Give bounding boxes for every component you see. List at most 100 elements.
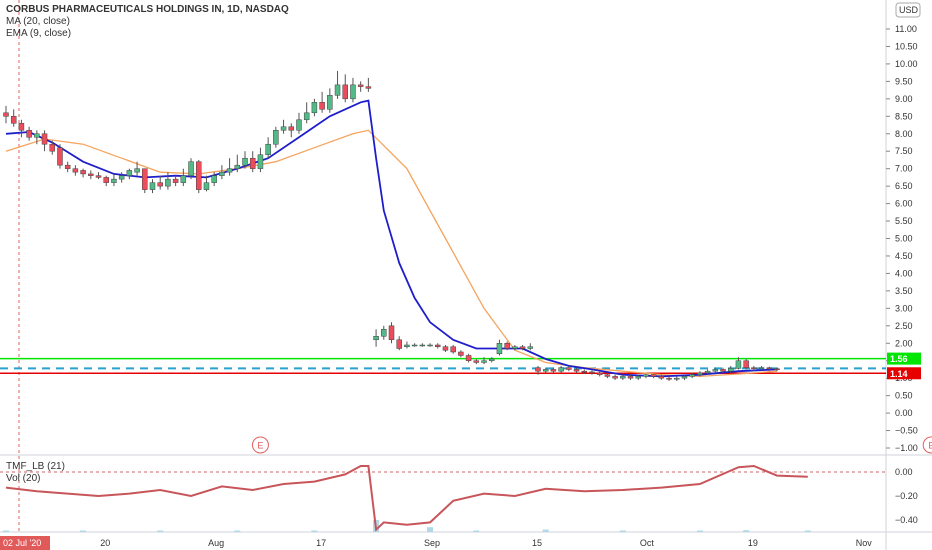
candle-body[interactable] [527, 346, 534, 349]
candle-body[interactable] [388, 325, 395, 341]
candle-body[interactable] [427, 344, 433, 347]
earnings-marker[interactable] [251, 436, 269, 454]
tmf-indicator-label[interactable]: TMF_LB (21) [6, 461, 65, 472]
candle-body[interactable] [103, 177, 109, 183]
candle-body[interactable] [118, 175, 125, 180]
earnings-marker[interactable] [922, 436, 932, 454]
candle-body[interactable] [257, 154, 264, 169]
candle-body[interactable] [334, 84, 341, 96]
candle-body[interactable] [172, 178, 179, 183]
candle-body[interactable] [689, 374, 695, 377]
candle-body[interactable] [226, 168, 233, 173]
candle-body[interactable] [674, 377, 680, 380]
candle-body[interactable] [650, 374, 657, 377]
candle-body[interactable] [296, 119, 302, 131]
candle-body[interactable] [80, 170, 86, 175]
candle-body[interactable] [658, 376, 665, 379]
candle-body[interactable] [581, 370, 587, 373]
candle-body[interactable] [481, 360, 487, 363]
candle-body[interactable] [26, 130, 32, 138]
candle-body[interactable] [273, 130, 279, 145]
candle-body[interactable] [404, 344, 410, 347]
candle-body[interactable] [419, 344, 426, 347]
candle-body[interactable] [435, 344, 441, 347]
candle-body[interactable] [550, 369, 557, 372]
candle-body[interactable] [265, 143, 271, 155]
candle-body[interactable] [450, 346, 456, 353]
candle-body[interactable] [34, 133, 40, 138]
candle-body[interactable] [311, 102, 318, 114]
candle-body[interactable] [242, 157, 248, 166]
candle-body[interactable] [203, 182, 210, 190]
candle-body[interactable] [365, 86, 372, 89]
candle-body[interactable] [357, 84, 364, 87]
candle-body[interactable] [396, 339, 402, 349]
candle-body[interactable] [280, 126, 287, 131]
candle-body[interactable] [727, 368, 734, 372]
candle-body[interactable] [589, 371, 595, 374]
candle-body[interactable] [211, 175, 217, 183]
candle-body[interactable] [134, 168, 140, 173]
candle-body[interactable] [751, 367, 757, 369]
candle-body[interactable] [735, 360, 742, 369]
candle-body[interactable] [774, 368, 780, 370]
candle-body[interactable] [712, 369, 719, 372]
ma-indicator-label[interactable]: MA (20, close) [6, 16, 70, 27]
candle-body[interactable] [758, 367, 765, 369]
candle-body[interactable] [604, 374, 611, 377]
candle-body[interactable] [303, 112, 310, 121]
candle-body[interactable] [142, 168, 148, 190]
candle-body[interactable] [319, 102, 325, 110]
candle-body[interactable] [519, 346, 526, 349]
candle-body[interactable] [488, 358, 495, 361]
candle-body[interactable] [188, 161, 194, 176]
candle-body[interactable] [635, 376, 641, 379]
candle-body[interactable] [535, 367, 541, 372]
candle-body[interactable] [381, 329, 387, 337]
candle-body[interactable] [49, 143, 56, 152]
candle-body[interactable] [411, 344, 418, 347]
vol-indicator-label[interactable]: Vol (20) [6, 473, 41, 484]
candle-body[interactable] [473, 360, 480, 363]
candle-body[interactable] [180, 175, 187, 183]
candle-body[interactable] [465, 355, 472, 361]
candle-body[interactable] [95, 175, 102, 178]
candle-body[interactable] [743, 360, 749, 368]
candle-body[interactable] [512, 346, 518, 349]
candle-body[interactable] [72, 168, 79, 173]
candle-body[interactable] [612, 376, 618, 379]
candle-body[interactable] [496, 343, 503, 354]
candle-body[interactable] [542, 369, 549, 372]
candle-body[interactable] [234, 164, 241, 169]
candle-body[interactable] [573, 369, 580, 372]
candle-body[interactable] [643, 374, 649, 377]
candle-body[interactable] [704, 370, 711, 374]
candle-body[interactable] [111, 178, 117, 183]
candle-body[interactable] [249, 157, 256, 169]
candle-body[interactable] [620, 376, 626, 379]
candle-body[interactable] [196, 161, 202, 190]
candle-body[interactable] [681, 376, 688, 379]
candle-body[interactable] [157, 182, 163, 187]
currency-box[interactable] [895, 2, 921, 18]
candle-body[interactable] [88, 173, 94, 176]
candle-body[interactable] [165, 178, 171, 187]
candle-body[interactable] [126, 170, 133, 176]
candle-body[interactable] [41, 133, 48, 145]
candle-body[interactable] [720, 369, 726, 372]
ema-indicator-label[interactable]: EMA (9, close) [6, 28, 72, 39]
candle-body[interactable] [566, 367, 572, 370]
candle-body[interactable] [666, 377, 672, 380]
candle-body[interactable] [149, 182, 156, 190]
candle-body[interactable] [327, 95, 333, 110]
candle-body[interactable] [442, 346, 449, 351]
candle-body[interactable] [219, 171, 225, 176]
candle-body[interactable] [350, 84, 356, 100]
candle-body[interactable] [697, 372, 703, 375]
candle-body[interactable] [596, 372, 603, 375]
candle-body[interactable] [18, 123, 25, 131]
candle-body[interactable] [627, 376, 634, 379]
candle-body[interactable] [504, 343, 510, 349]
candle-body[interactable] [3, 112, 9, 117]
candle-body[interactable] [10, 116, 17, 124]
